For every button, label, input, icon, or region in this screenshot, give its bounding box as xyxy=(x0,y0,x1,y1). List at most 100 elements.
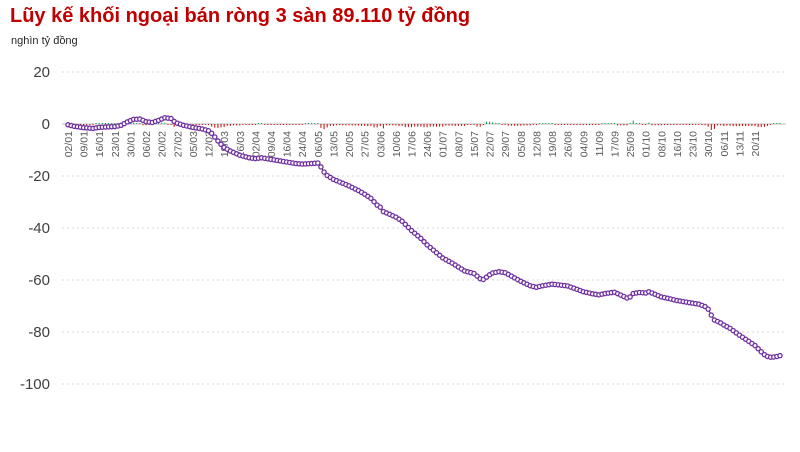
daily-bar xyxy=(164,122,166,124)
x-tick-label: 16/01 xyxy=(94,131,106,157)
daily-bar xyxy=(745,124,747,127)
daily-bar xyxy=(485,121,487,124)
daily-bar xyxy=(729,124,731,126)
daily-bar xyxy=(776,123,778,124)
data-point-marker xyxy=(215,138,221,144)
daily-bar xyxy=(732,124,734,127)
daily-bar xyxy=(704,124,706,126)
daily-bar xyxy=(311,123,313,124)
x-tick-label: 29/07 xyxy=(500,131,512,157)
daily-bar xyxy=(173,124,175,127)
data-point-marker xyxy=(168,115,174,122)
daily-bar xyxy=(470,124,472,125)
daily-bar xyxy=(517,124,519,126)
daily-bar xyxy=(214,124,216,128)
daily-bar xyxy=(289,124,291,125)
daily-bar xyxy=(417,124,419,127)
daily-bar xyxy=(607,123,609,124)
daily-bar xyxy=(523,124,525,126)
daily-bar xyxy=(242,124,244,125)
daily-bar xyxy=(245,124,247,125)
daily-bar xyxy=(351,124,353,126)
y-tick-label: 0 xyxy=(42,116,50,133)
data-point-marker xyxy=(321,169,327,175)
daily-bar xyxy=(251,124,253,125)
data-point-marker xyxy=(752,342,758,349)
daily-bar xyxy=(301,124,303,125)
daily-bar xyxy=(111,123,113,124)
daily-bar xyxy=(170,124,172,125)
x-tick-label: 23/01 xyxy=(110,131,122,157)
y-tick-label: -40 xyxy=(28,220,50,237)
data-point-marker xyxy=(708,312,715,318)
daily-bar xyxy=(526,124,528,126)
daily-bar xyxy=(638,123,640,124)
daily-bar xyxy=(613,123,615,124)
x-tick-label: 09/01 xyxy=(79,131,91,157)
daily-bar xyxy=(407,124,409,128)
y-tick-label: -100 xyxy=(20,376,50,393)
daily-bar xyxy=(770,124,772,125)
daily-bar xyxy=(454,124,456,126)
daily-bar xyxy=(217,124,219,128)
daily-bar xyxy=(610,123,612,124)
x-tick-label: 01/10 xyxy=(641,131,653,157)
daily-bar xyxy=(532,124,534,125)
daily-bar xyxy=(282,124,284,125)
daily-bar xyxy=(629,122,631,124)
daily-bar xyxy=(101,123,103,124)
daily-bar xyxy=(582,124,584,126)
x-tick-label: 23/10 xyxy=(688,131,700,157)
daily-bar xyxy=(482,124,484,125)
daily-bar xyxy=(579,124,581,126)
x-tick-label: 17/09 xyxy=(609,131,621,157)
daily-bar xyxy=(701,124,703,126)
daily-bar xyxy=(392,124,394,126)
x-tick-label: 15/07 xyxy=(469,131,481,157)
x-tick-label: 19/08 xyxy=(547,131,559,157)
daily-bar xyxy=(720,124,722,126)
x-tick-label: 16/10 xyxy=(672,131,684,157)
daily-bar xyxy=(713,124,715,129)
daily-bar xyxy=(548,123,550,124)
daily-bar xyxy=(167,124,169,125)
daily-bar xyxy=(651,124,653,126)
daily-bar xyxy=(158,122,160,124)
daily-bar xyxy=(432,124,434,127)
daily-bar xyxy=(211,124,213,127)
daily-bar xyxy=(476,124,478,127)
daily-bar xyxy=(626,124,628,126)
x-tick-label: 30/01 xyxy=(125,131,137,157)
daily-bar xyxy=(236,124,238,126)
daily-bar xyxy=(339,124,341,126)
x-tick-label: 09/04 xyxy=(266,131,278,157)
daily-bar xyxy=(495,123,497,124)
daily-bar xyxy=(504,124,506,125)
daily-bar xyxy=(364,124,366,126)
x-tick-label: 20/02 xyxy=(157,131,169,157)
daily-bar xyxy=(386,124,388,126)
data-point-marker xyxy=(627,294,633,300)
daily-bar xyxy=(679,124,681,125)
daily-bar xyxy=(264,124,266,125)
data-point-marker xyxy=(418,235,424,242)
daily-bar xyxy=(598,124,600,125)
data-point-marker xyxy=(399,218,405,224)
daily-bar xyxy=(707,124,709,127)
daily-bar xyxy=(279,124,281,125)
daily-bar xyxy=(623,124,625,126)
daily-bar xyxy=(529,124,531,126)
daily-bar xyxy=(539,123,541,124)
daily-bar xyxy=(233,124,235,126)
x-tick-label: 25/09 xyxy=(625,131,637,157)
daily-bar xyxy=(498,123,500,124)
daily-bar xyxy=(307,123,309,124)
daily-bar xyxy=(382,124,384,129)
daily-bar xyxy=(545,123,547,124)
x-tick-label: 24/06 xyxy=(422,131,434,157)
daily-bar xyxy=(570,124,572,126)
daily-bar xyxy=(273,124,275,125)
x-tick-label: 06/05 xyxy=(313,131,325,157)
daily-bar xyxy=(145,124,147,126)
